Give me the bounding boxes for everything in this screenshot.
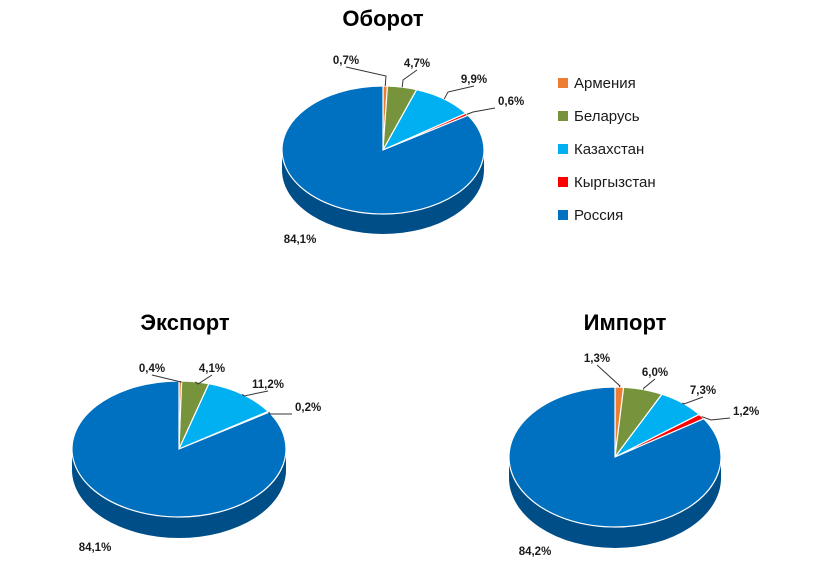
data-label: 11,2% — [252, 379, 284, 391]
pie-top-group — [508, 386, 722, 528]
legend-swatch — [558, 78, 568, 88]
legend-label: Кыргызстан — [574, 174, 656, 191]
data-label: 84,1% — [79, 542, 112, 554]
leader-line — [242, 390, 269, 397]
data-label: 1,2% — [733, 406, 759, 418]
leader-line — [401, 69, 418, 88]
leader-line — [682, 396, 704, 405]
legend-swatch — [558, 177, 568, 187]
legend-item: Кыргызстан — [558, 174, 656, 191]
data-label: 1,3% — [584, 353, 610, 365]
pie-slice-Россия — [71, 380, 287, 518]
data-label: 6,0% — [642, 367, 668, 379]
leader-line — [268, 411, 292, 415]
legend-swatch — [558, 210, 568, 220]
legend-label: Россия — [574, 207, 623, 224]
data-label: 0,4% — [139, 363, 165, 375]
pie-top-group — [281, 85, 485, 215]
leader-line — [345, 66, 387, 87]
legend-item: Россия — [558, 207, 623, 224]
data-label: 84,1% — [284, 234, 317, 246]
data-label: 4,1% — [199, 363, 225, 375]
legend-label: Казахстан — [574, 141, 644, 158]
pie-top-group — [71, 380, 287, 518]
pie-slice-Россия — [508, 386, 722, 528]
pie-slice-side-Россия — [72, 449, 286, 538]
pie-side-group — [509, 457, 721, 548]
chart-title: Оборот — [342, 6, 423, 31]
leader-line — [151, 374, 183, 383]
leader-line — [642, 378, 656, 390]
data-label: 4,7% — [404, 58, 430, 70]
turnover-pie-chart: Оборот 0,7% 4,7% 9,9% 0,6% 84,1% — [281, 6, 524, 246]
pie-slice-side-Россия — [509, 457, 721, 548]
pie-slice-side-Россия — [282, 150, 484, 234]
legend-swatch — [558, 111, 568, 121]
legend: Армения Беларусь Казахстан Кыргызстан Ро… — [558, 75, 656, 224]
pie-side-group — [282, 150, 484, 234]
leader-line — [596, 364, 621, 388]
legend-item: Армения — [558, 75, 636, 92]
chart-title: Экспорт — [140, 310, 229, 335]
data-label: 0,7% — [333, 55, 359, 67]
leader-line — [195, 374, 213, 385]
data-label: 84,2% — [519, 546, 552, 558]
legend-label: Беларусь — [574, 108, 640, 125]
leader-line — [466, 107, 496, 115]
legend-swatch — [558, 144, 568, 154]
legend-label: Армения — [574, 75, 636, 92]
legend-item: Казахстан — [558, 141, 644, 158]
export-pie-chart: Экспорт 0,4% 4,1% 11,2% 0,2% 84,1% — [71, 310, 321, 554]
pie-slice-Россия — [281, 85, 485, 215]
data-label: 0,6% — [498, 96, 524, 108]
pie-slice-Казахстан — [177, 383, 270, 451]
legend-item: Беларусь — [558, 108, 640, 125]
leader-line — [443, 85, 475, 100]
pie-side-group — [72, 449, 286, 538]
chart-title: Импорт — [584, 310, 667, 335]
data-label: 0,2% — [295, 402, 321, 414]
data-label: 9,9% — [461, 74, 487, 86]
data-label: 7,3% — [690, 385, 716, 397]
leader-line — [701, 416, 731, 421]
import-pie-chart: Импорт 1,3% 6,0% 7,3% 1,2% 84,2% — [508, 310, 759, 558]
